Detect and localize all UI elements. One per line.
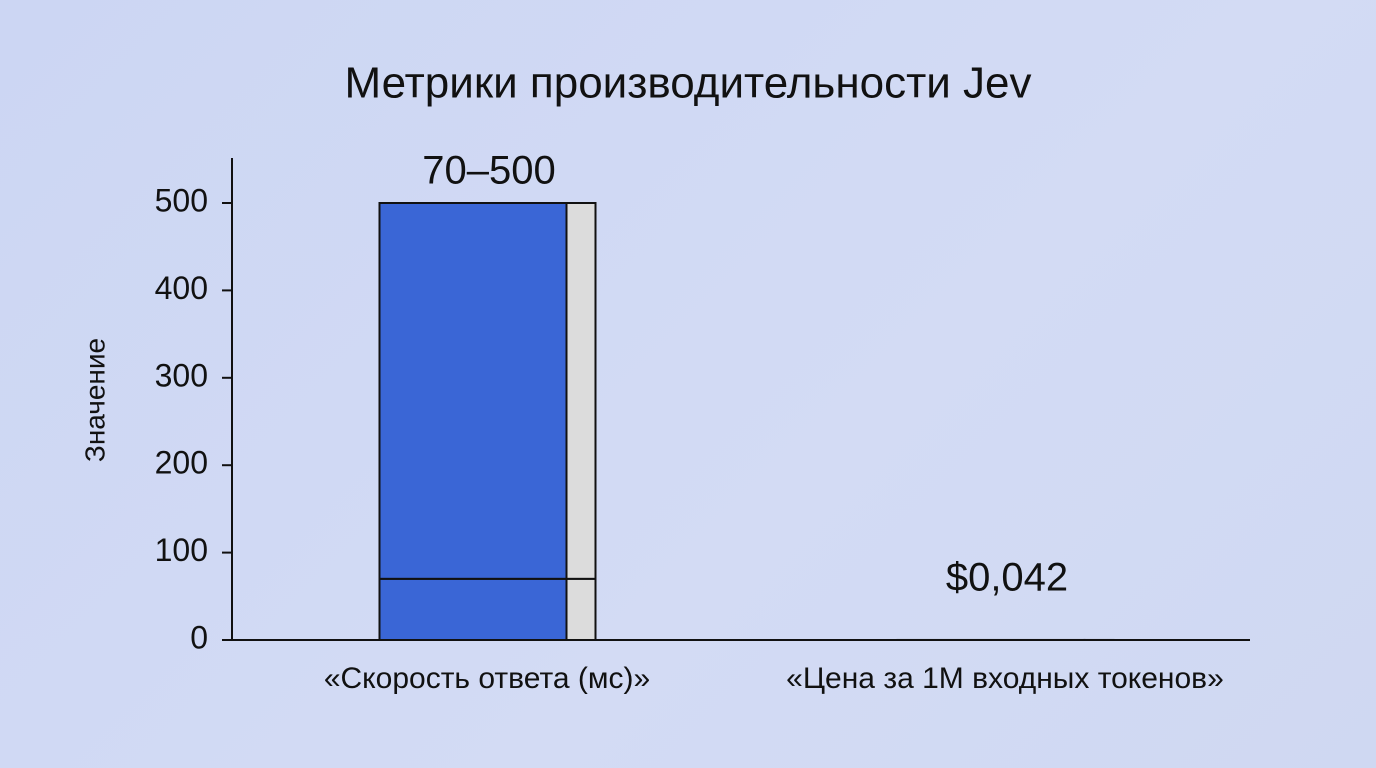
chart-title: Метрики производительности Jev	[344, 59, 1031, 108]
x-tick-label: «Цена за 1M входных токенов»	[786, 662, 1224, 695]
y-tick-label: 500	[155, 182, 208, 218]
bar-side-base	[565, 577, 597, 642]
y-tick-label: 200	[155, 445, 208, 481]
y-tick-label: 100	[155, 532, 208, 568]
value-label: $0,042	[946, 556, 1068, 600]
bar-range	[378, 202, 568, 580]
y-tick-label: 0	[190, 619, 208, 655]
bar-side-range	[565, 202, 597, 580]
y-tick-label: 300	[155, 357, 208, 393]
x-tick-label: «Скорость ответа (мс)»	[324, 662, 650, 695]
bar-base	[378, 577, 568, 642]
value-label: 70–500	[422, 149, 555, 193]
y-tick-label: 400	[155, 270, 208, 306]
y-axis-label: Значение	[79, 338, 110, 462]
